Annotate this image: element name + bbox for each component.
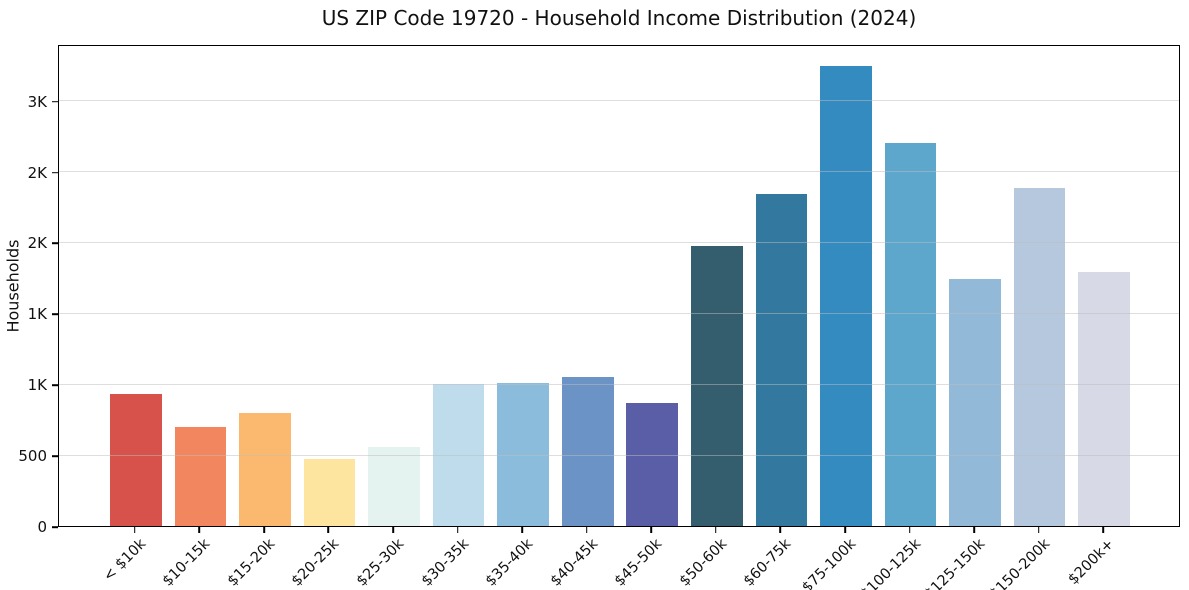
y-tick-mark xyxy=(52,100,58,103)
x-tick-mark xyxy=(779,527,782,533)
bar-$25-30k xyxy=(368,446,420,526)
y-tick-label: 2K xyxy=(27,234,47,253)
bar-< $10k xyxy=(110,394,162,526)
bar-$10-15k xyxy=(174,426,227,526)
x-tick-label-$10-15k: $10-15k xyxy=(160,536,214,590)
chart-title: US ZIP Code 19720 - Household Income Dis… xyxy=(321,6,917,30)
x-tick-mark xyxy=(134,527,136,533)
x-tick-mark xyxy=(908,527,911,533)
x-tick-label-$45-50k: $45-50k xyxy=(612,536,666,590)
x-tick-mark xyxy=(1037,527,1040,533)
x-tick-mark xyxy=(456,527,459,533)
y-tick-mark xyxy=(52,171,58,174)
bar-$35-40k xyxy=(497,382,549,526)
x-tick-label-$25-30k: $25-30k xyxy=(353,536,408,590)
y-tick-mark xyxy=(52,384,58,387)
x-tick-label-$125-150k: $125-150k xyxy=(921,536,989,590)
y-tick-mark xyxy=(52,313,58,316)
bar-$50-60k xyxy=(691,246,743,526)
y-tick-mark xyxy=(52,242,58,245)
y-tick-label: 3K xyxy=(27,92,47,111)
x-tick-mark xyxy=(650,527,653,533)
x-tick-mark xyxy=(1102,527,1104,533)
x-tick-mark xyxy=(715,527,717,533)
bars-layer xyxy=(59,46,1179,526)
bar-$200k+ xyxy=(1078,271,1130,526)
bar-$125-150k xyxy=(949,279,1001,526)
x-tick-mark xyxy=(973,527,975,533)
bar-$20-25k xyxy=(303,459,356,526)
x-tick-mark xyxy=(844,527,846,533)
x-tick-mark xyxy=(521,527,523,533)
x-tick-label-< $10k: < $10k xyxy=(100,536,150,585)
x-tick-mark xyxy=(585,527,588,533)
plot-area xyxy=(58,45,1180,527)
x-tick-mark xyxy=(392,527,394,533)
y-tick-label: 500 xyxy=(18,447,47,466)
x-tick-label-$35-40k: $35-40k xyxy=(482,536,537,590)
x-tick-label-$50-60k: $50-60k xyxy=(676,536,731,590)
y-tick-label: 2K xyxy=(27,163,47,182)
bar-$15-20k xyxy=(239,413,291,526)
bar-$100-125k xyxy=(884,142,937,526)
x-tick-label-$20-25k: $20-25k xyxy=(289,536,343,590)
bar-$150-200k xyxy=(1013,187,1066,526)
x-tick-label-$30-35k: $30-35k xyxy=(418,536,472,590)
x-tick-label-$40-45k: $40-45k xyxy=(547,536,602,590)
y-tick-mark xyxy=(52,455,58,457)
bar-$30-35k xyxy=(432,383,485,526)
x-tick-mark xyxy=(327,527,330,533)
x-tick-label-$200k+: $200k+ xyxy=(1065,536,1118,588)
bar-$75-100k xyxy=(820,65,872,526)
y-tick-label: 1K xyxy=(27,305,47,324)
x-tick-label-$100-125k: $100-125k xyxy=(857,536,924,590)
y-tick-mark xyxy=(52,526,58,528)
x-tick-label-$150-200k: $150-200k xyxy=(986,536,1053,590)
x-tick-mark xyxy=(263,527,265,533)
x-tick-label-$60-75k: $60-75k xyxy=(741,536,795,590)
bar-$45-50k xyxy=(626,402,679,526)
x-tick-label-$75-100k: $75-100k xyxy=(799,536,860,590)
x-tick-mark xyxy=(198,527,201,533)
bar-$40-45k xyxy=(561,377,614,526)
bar-$60-75k xyxy=(755,194,808,526)
y-tick-label: 1K xyxy=(27,376,47,395)
x-tick-label-$15-20k: $15-20k xyxy=(224,536,279,590)
y-tick-label: 0 xyxy=(37,518,47,536)
